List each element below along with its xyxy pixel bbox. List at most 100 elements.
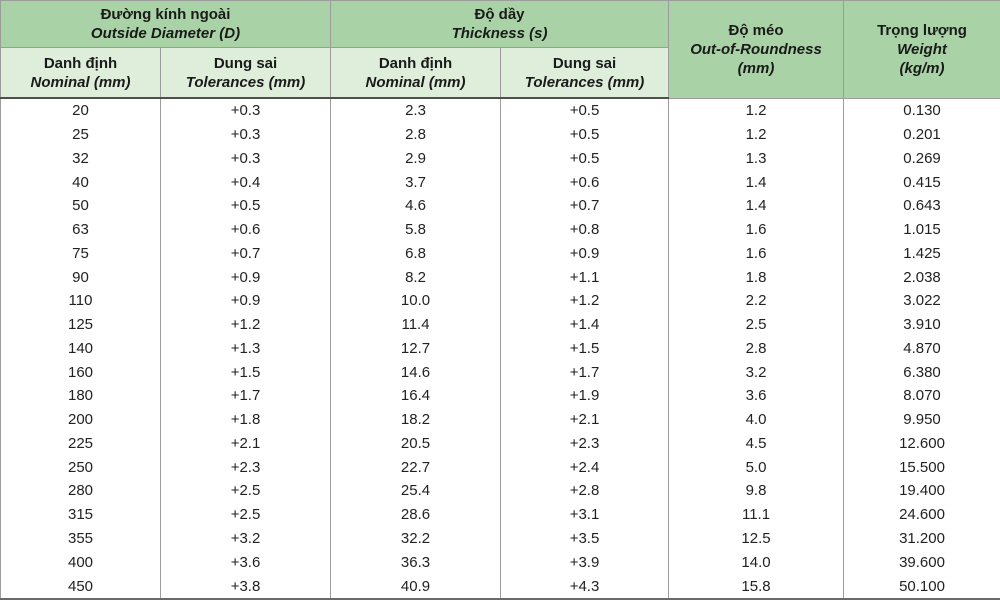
cell: +2.4 — [500, 455, 670, 480]
cell: 2.5 — [668, 312, 845, 337]
cell: +2.1 — [500, 407, 670, 432]
cell: +0.8 — [500, 217, 670, 242]
cell: 3.022 — [843, 289, 1000, 313]
cell: 1.2 — [668, 98, 845, 123]
table-row: 50 +0.5 4.6 +0.7 1.4 0.643 — [0, 194, 1000, 218]
table-row: 63 +0.6 5.8 +0.8 1.6 1.015 — [0, 217, 1000, 242]
table-row: 75 +0.7 6.8 +0.9 1.6 1.425 — [0, 241, 1000, 266]
cell: +0.5 — [159, 194, 332, 218]
cell: 16.4 — [330, 384, 502, 408]
table-row: 225 +2.1 20.5 +2.3 4.5 12.600 — [0, 431, 1000, 456]
cell: +1.7 — [159, 384, 332, 408]
cell: 8.2 — [330, 265, 502, 290]
cell: 40.9 — [330, 574, 502, 600]
cell: 3.6 — [668, 384, 845, 408]
sub-title-vi: Danh định — [378, 54, 453, 72]
cell: 315 — [0, 502, 161, 527]
cell: 1.2 — [668, 122, 845, 147]
group-title-vi: Độ dầy — [474, 6, 525, 23]
cell: 400 — [0, 550, 161, 575]
cell: 11.4 — [330, 312, 502, 337]
cell: 2.3 — [330, 98, 502, 123]
cell: +1.9 — [500, 384, 670, 408]
cell: 40 — [0, 170, 161, 195]
cell: 14.6 — [330, 360, 502, 385]
cell: 0.269 — [843, 146, 1000, 171]
cell: 22.7 — [330, 455, 502, 480]
cell: 4.5 — [668, 431, 845, 456]
cell: 18.2 — [330, 407, 502, 432]
cell: 2.9 — [330, 146, 502, 171]
cell: 20 — [0, 98, 161, 123]
cell: 50 — [0, 194, 161, 218]
cell: +3.2 — [159, 526, 332, 551]
group-title-vi: Đường kính ngoài — [100, 6, 231, 23]
cell: 50.100 — [843, 574, 1000, 600]
table-row: 25 +0.3 2.8 +0.5 1.2 0.201 — [0, 122, 1000, 147]
cell: 8.070 — [843, 384, 1000, 408]
cell: +0.3 — [159, 98, 332, 123]
cell: 31.200 — [843, 526, 1000, 551]
table-header: Đường kính ngoài Outside Diameter (D) Độ… — [0, 0, 1000, 99]
cell: 12.600 — [843, 431, 1000, 456]
cell: 90 — [0, 265, 161, 290]
cell: 32.2 — [330, 526, 502, 551]
cell: +1.3 — [159, 336, 332, 361]
table-row: 450 +3.8 40.9 +4.3 15.8 50.100 — [0, 574, 1000, 600]
table-row: 90 +0.9 8.2 +1.1 1.8 2.038 — [0, 265, 1000, 290]
cell: 15.8 — [668, 574, 845, 600]
table-row: 110 +0.9 10.0 +1.2 2.2 3.022 — [0, 289, 1000, 313]
cell: +3.8 — [159, 574, 332, 600]
cell: 160 — [0, 360, 161, 385]
table-body: 20 +0.3 2.3 +0.5 1.2 0.130 25 +0.3 2.8 +0.5 1.2 0.2… — [0, 98, 1000, 600]
cell: 36.3 — [330, 550, 502, 575]
table-row: 125 +1.2 11.4 +1.4 2.5 3.910 — [0, 312, 1000, 337]
cell: +0.9 — [500, 241, 670, 266]
column-title-vi: Trọng lượng — [877, 21, 967, 39]
table-row: 32 +0.3 2.9 +0.5 1.3 0.269 — [0, 146, 1000, 171]
cell: 39.600 — [843, 550, 1000, 575]
cell: 450 — [0, 574, 161, 600]
cell: 5.8 — [330, 217, 502, 242]
cell: 0.643 — [843, 194, 1000, 218]
cell: +1.5 — [159, 360, 332, 385]
cell: 4.6 — [330, 194, 502, 218]
sub-header-thickness-nominal: Danh định Nominal (mm) — [330, 47, 502, 99]
sub-title-vi: Dung sai — [552, 54, 617, 72]
cell: +0.6 — [159, 217, 332, 242]
cell: 25.4 — [330, 479, 502, 503]
cell: 1.4 — [668, 194, 845, 218]
cell: 180 — [0, 384, 161, 408]
cell: 63 — [0, 217, 161, 242]
group-header-outside-diameter: Đường kính ngoài Outside Diameter (D) — [0, 0, 332, 48]
table-row: 400 +3.6 36.3 +3.9 14.0 39.600 — [0, 550, 1000, 575]
cell: +3.1 — [500, 502, 670, 527]
cell: +0.5 — [500, 146, 670, 171]
table-row: 40 +0.4 3.7 +0.6 1.4 0.415 — [0, 170, 1000, 195]
cell: 110 — [0, 289, 161, 313]
cell: 12.5 — [668, 526, 845, 551]
column-title-unit: (mm) — [737, 59, 775, 77]
cell: 1.6 — [668, 217, 845, 242]
column-title-unit: (kg/m) — [899, 59, 945, 77]
cell: 355 — [0, 526, 161, 551]
cell: 1.425 — [843, 241, 1000, 266]
cell: 9.950 — [843, 407, 1000, 432]
cell: +1.8 — [159, 407, 332, 432]
cell: +0.4 — [159, 170, 332, 195]
cell: +0.7 — [159, 241, 332, 266]
group-title-en: Outside Diameter (D) — [90, 25, 241, 42]
cell: +1.2 — [500, 289, 670, 313]
cell: 4.870 — [843, 336, 1000, 361]
cell: 9.8 — [668, 479, 845, 503]
cell: 2.8 — [330, 122, 502, 147]
cell: 1.8 — [668, 265, 845, 290]
sub-title-en: Nominal (mm) — [30, 73, 131, 91]
group-header-thickness: Độ dầy Thickness (s) — [330, 0, 670, 48]
cell: 24.600 — [843, 502, 1000, 527]
sub-title-en: Tolerances (mm) — [185, 73, 306, 91]
cell: 15.500 — [843, 455, 1000, 480]
table-row: 355 +3.2 32.2 +3.5 12.5 31.200 — [0, 526, 1000, 551]
cell: 14.0 — [668, 550, 845, 575]
